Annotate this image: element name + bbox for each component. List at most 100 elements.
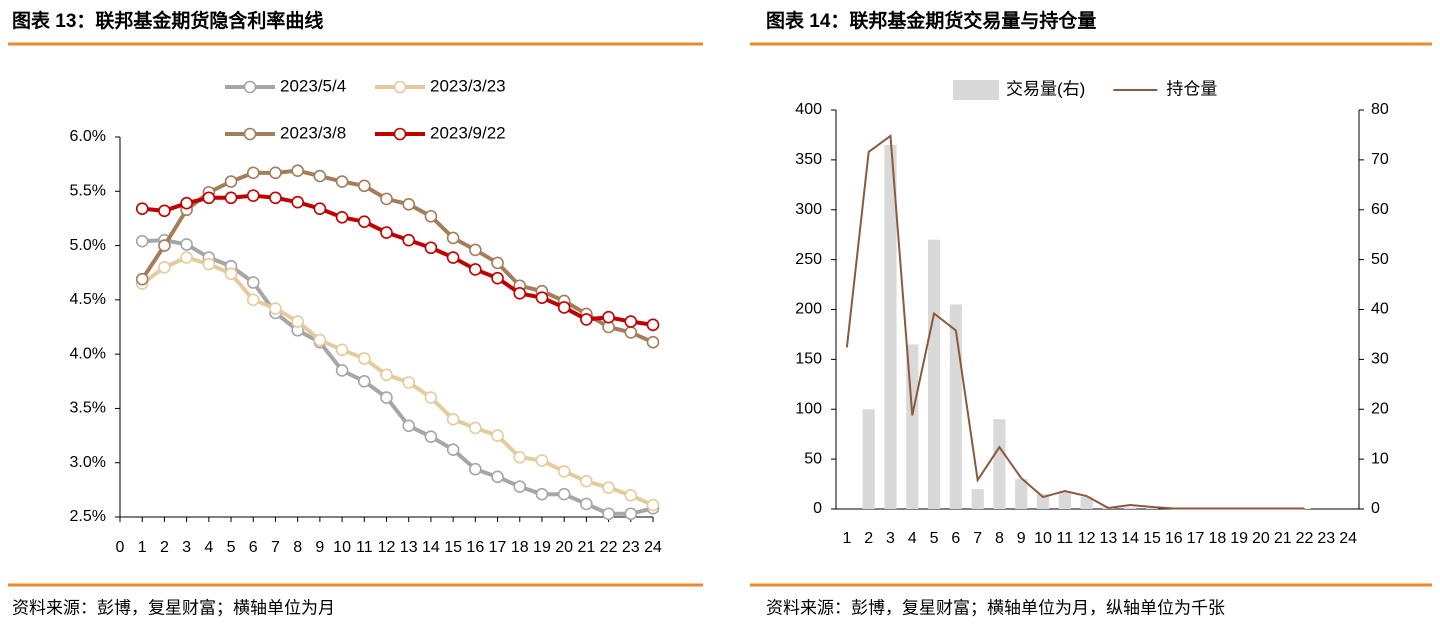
x-tick-label: 23 — [622, 539, 640, 556]
point — [491, 429, 504, 442]
chart-title: 图表 13：联邦基金期货隐含利率曲线 — [12, 9, 323, 32]
y-tick-label: 4.0% — [70, 345, 106, 362]
x-tick-label: 5 — [930, 530, 939, 547]
bar — [884, 144, 897, 509]
y-tick-label: 4.5% — [70, 291, 106, 308]
point — [380, 368, 393, 382]
x-tick-label: 9 — [1017, 530, 1026, 547]
x-tick-label: 1 — [842, 530, 851, 547]
y2-tick-label: 20 — [1371, 400, 1389, 417]
y-tick-label: 0 — [813, 500, 822, 517]
y-tick-label: 150 — [795, 351, 822, 368]
bar — [927, 239, 941, 510]
point — [580, 313, 593, 326]
point — [513, 450, 527, 464]
bar — [1015, 479, 1028, 509]
point — [491, 256, 504, 270]
x-tick-label: 15 — [1143, 530, 1161, 547]
y-tick-label: 5.0% — [70, 237, 106, 254]
point — [602, 507, 615, 521]
point — [202, 191, 216, 205]
x-tick-label: 22 — [1296, 530, 1314, 547]
x-tick-label: 19 — [1230, 530, 1248, 547]
point — [602, 481, 615, 494]
x-tick-label: 17 — [1187, 530, 1205, 547]
x-tick-label: 20 — [1252, 530, 1270, 547]
point — [446, 251, 460, 264]
y-tick-label: 200 — [795, 301, 822, 318]
series-line — [141, 255, 654, 507]
legend-marker — [243, 127, 257, 141]
point — [535, 454, 549, 467]
point — [269, 191, 282, 205]
point — [357, 352, 371, 365]
x-tick-label: 9 — [315, 539, 324, 556]
point — [158, 204, 171, 218]
x-tick-label: 12 — [378, 539, 396, 556]
point — [491, 271, 504, 285]
legend-marker — [393, 80, 407, 94]
x-tick-label: 17 — [489, 539, 507, 556]
x-tick-label: 3 — [886, 530, 895, 547]
y2-tick-label: 40 — [1371, 301, 1389, 318]
point — [424, 430, 438, 443]
point — [624, 326, 638, 339]
point — [646, 498, 660, 512]
legend-label: 2023/9/22 — [430, 123, 506, 142]
chart-title: 图表 14：联邦基金期货交易量与持仓量 — [766, 9, 1096, 32]
y-tick-label: 3.0% — [70, 454, 106, 471]
x-tick-label: 23 — [1317, 530, 1335, 547]
point — [491, 470, 504, 484]
x-tick-label: 21 — [1274, 530, 1292, 547]
legend-label: 2023/3/23 — [430, 76, 506, 95]
point — [402, 233, 416, 247]
x-tick-label: 24 — [644, 539, 662, 556]
x-tick-label: 2 — [864, 530, 873, 547]
bar — [1080, 496, 1093, 509]
x-tick-label: 12 — [1078, 530, 1096, 547]
legend-label: 2023/3/8 — [280, 123, 346, 142]
y-tick-label: 250 — [795, 251, 822, 268]
point — [158, 260, 171, 274]
point — [402, 419, 416, 433]
point — [557, 465, 571, 478]
point — [246, 166, 260, 180]
point — [269, 166, 282, 180]
point — [313, 333, 327, 347]
point — [313, 169, 327, 183]
x-tick-label: 22 — [600, 539, 618, 556]
x-tick-label: 20 — [555, 539, 573, 556]
point — [513, 480, 527, 493]
x-tick-label: 6 — [249, 539, 258, 556]
x-tick-label: 19 — [533, 539, 551, 556]
point — [180, 196, 193, 210]
y-tick-label: 5.5% — [70, 183, 106, 200]
point — [357, 374, 371, 388]
point — [291, 164, 304, 177]
y-tick-label: 300 — [795, 201, 822, 218]
point — [557, 487, 571, 501]
point — [380, 391, 393, 404]
point — [402, 198, 416, 211]
x-tick-label: 8 — [293, 539, 302, 556]
x-tick-label: 7 — [271, 539, 280, 556]
y2-tick-label: 0 — [1371, 500, 1380, 517]
y-tick-label: 100 — [795, 400, 822, 417]
bar — [1124, 507, 1137, 509]
point — [469, 243, 482, 257]
x-tick-label: 10 — [1034, 530, 1052, 547]
point — [380, 226, 393, 239]
point — [158, 239, 171, 252]
x-tick-label: 24 — [1339, 530, 1357, 547]
x-tick-label: 11 — [356, 539, 373, 556]
legend-marker — [243, 80, 257, 94]
point — [469, 421, 482, 435]
y-tick-label: 350 — [795, 151, 822, 168]
point — [335, 343, 349, 357]
y2-tick-label: 50 — [1371, 251, 1389, 268]
point — [624, 507, 638, 521]
x-tick-label: 15 — [444, 539, 462, 556]
point — [557, 301, 571, 314]
point — [313, 202, 327, 215]
